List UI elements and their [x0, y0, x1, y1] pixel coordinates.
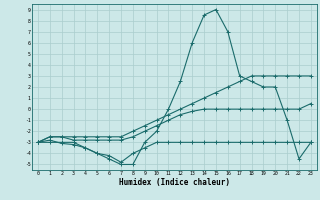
X-axis label: Humidex (Indice chaleur): Humidex (Indice chaleur) — [119, 178, 230, 187]
